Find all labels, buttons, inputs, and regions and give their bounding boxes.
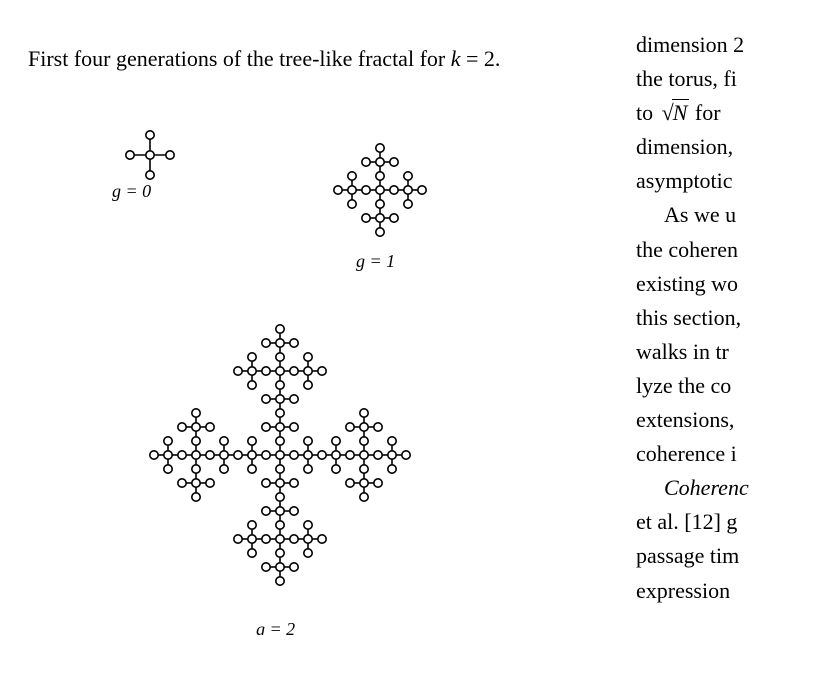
right-text-column: dimension 2the torus, fito √N fordimensi…: [636, 28, 820, 608]
figure-caption: First four generations of the tree-like …: [28, 46, 500, 72]
fractal-figure: g = 0 g = 1 g = 2: [60, 95, 500, 635]
text-line: coherence i: [636, 437, 820, 471]
svg-text:g = 2: g = 2: [256, 619, 295, 635]
text-line: et al. [12] g: [636, 505, 820, 539]
text-line: Coherenc: [636, 471, 820, 505]
text-line: lyze the co: [636, 369, 820, 403]
text-line: dimension,: [636, 130, 820, 164]
text-line: As we u: [636, 198, 820, 232]
text-line: asymptotic: [636, 164, 820, 198]
text-line: existing wo: [636, 267, 820, 301]
text-line: this section,: [636, 301, 820, 335]
caption-eq: = 2.: [460, 46, 500, 71]
text-line: expression: [636, 574, 820, 608]
text-line: dimension 2: [636, 28, 820, 62]
text-line: walks in tr: [636, 335, 820, 369]
caption-prefix: First four generations of the tree-like …: [28, 46, 451, 71]
text-line: passage tim: [636, 539, 820, 573]
svg-text:g = 1: g = 1: [356, 251, 395, 271]
text-line: extensions,: [636, 403, 820, 437]
text-line: the torus, fi: [636, 62, 820, 96]
figure-frame: g = 0 g = 1 g = 2: [60, 95, 500, 635]
svg-text:g = 0: g = 0: [112, 181, 151, 201]
text-line: the coheren: [636, 233, 820, 267]
text-line: to √N for: [636, 96, 820, 130]
